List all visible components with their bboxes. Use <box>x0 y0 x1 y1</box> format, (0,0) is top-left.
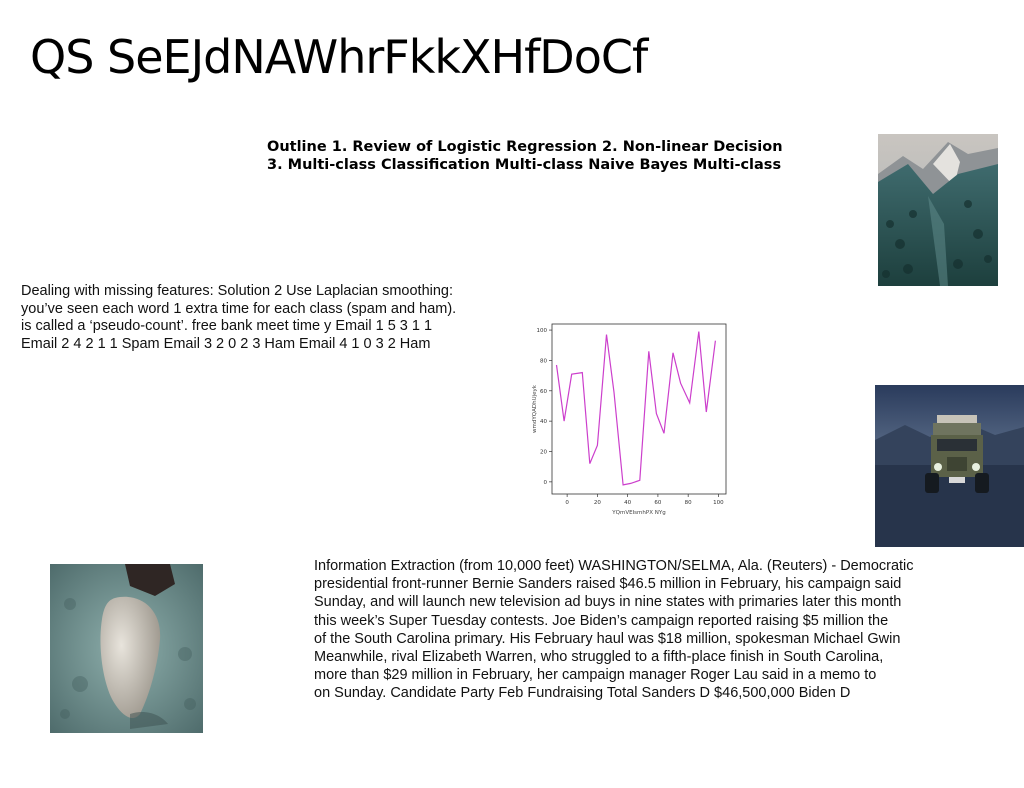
mountain-forest-photo <box>878 134 998 286</box>
x-tick-label: 20 <box>594 500 601 506</box>
plot-frame <box>551 323 727 495</box>
outline-text: Outline 1. Review of Logistic Regression… <box>267 138 847 174</box>
paragraph-line: more than $29 million in February, her c… <box>314 667 877 684</box>
paragraph-line: on Sunday. Candidate Party Feb Fundraisi… <box>314 685 851 702</box>
y-tick-label: 0 <box>544 480 548 486</box>
paragraph-line: presidential front-runner Bernie Sanders… <box>314 576 902 593</box>
y-tick-label: 20 <box>540 450 547 456</box>
smoothing-paragraph: Dealing with missing features: Solution … <box>21 283 511 353</box>
paragraph-line: Information Extraction (from 10,000 feet… <box>314 558 914 574</box>
paragraph-line: this week’s Super Tuesday contests. Joe … <box>314 612 889 629</box>
x-tick-label: 40 <box>624 500 631 506</box>
outline-line: Outline 1. Review of Logistic Regression… <box>267 139 783 155</box>
y-tick-label: 60 <box>540 389 547 395</box>
paragraph-line: Dealing with missing features: Solution … <box>21 283 454 299</box>
vintage-jeep-photo <box>875 385 1024 547</box>
paragraph-line: of the South Carolina primary. His Febru… <box>314 630 901 647</box>
x-axis-label: YQmVEIsmhPX NYg <box>611 510 665 516</box>
paragraph-line: is called a ‘pseudo-count’. free bank me… <box>21 318 433 335</box>
y-tick-label: 40 <box>540 419 547 425</box>
y-tick-label: 80 <box>540 358 547 364</box>
paragraph-line: Meanwhile, rival Elizabeth Warren, who s… <box>314 649 884 666</box>
y-axis-label: wmdYQADhUjeyk <box>532 384 538 433</box>
x-tick-label: 60 <box>654 500 661 506</box>
x-tick-label: 100 <box>713 500 724 506</box>
paragraph-line: Email 2 4 2 1 1 Spam Email 3 2 0 2 3 Ham… <box>21 335 431 352</box>
paragraph-line: you’ve seen each word 1 extra time for e… <box>21 300 457 317</box>
x-tick-label: 0 <box>565 500 569 506</box>
y-tick-label: 100 <box>537 328 548 334</box>
outline-line: 3. Multi-class Classification Multi-clas… <box>267 157 782 173</box>
line-chart: 0 20 40 60 80 100 0 20 40 60 80 100 YQmVEIsmhPX NY… <box>532 323 727 516</box>
stone-on-water-photo <box>50 564 203 733</box>
slide-title: QS SeEJdNAWhrFkkXHfDoCf <box>30 30 648 84</box>
series-line <box>555 331 716 486</box>
x-tick-label: 80 <box>685 500 692 506</box>
paragraph-line: Sunday, and will launch new television a… <box>314 594 902 611</box>
news-paragraph: Information Extraction (from 10,000 feet… <box>314 557 984 703</box>
